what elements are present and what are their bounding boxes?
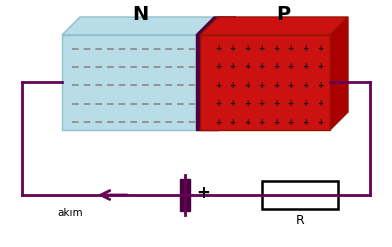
Text: akım: akım xyxy=(57,208,83,218)
Text: +: + xyxy=(259,99,265,108)
Text: +: + xyxy=(317,99,323,108)
Text: +: + xyxy=(273,43,279,53)
Text: +: + xyxy=(215,43,221,53)
Text: +: + xyxy=(302,43,309,53)
Text: +: + xyxy=(259,81,265,89)
Text: +: + xyxy=(273,81,279,89)
Text: +: + xyxy=(288,81,294,89)
Text: +: + xyxy=(259,118,265,126)
Text: +: + xyxy=(302,81,309,89)
Polygon shape xyxy=(62,17,218,35)
Text: R: R xyxy=(296,214,304,227)
Text: +: + xyxy=(259,43,265,53)
Text: +: + xyxy=(317,81,323,89)
Text: +: + xyxy=(215,81,221,89)
Text: +: + xyxy=(229,99,236,108)
Text: +: + xyxy=(273,118,279,126)
Polygon shape xyxy=(180,179,190,211)
Text: +: + xyxy=(317,118,323,126)
Text: +: + xyxy=(229,43,236,53)
Text: +: + xyxy=(302,118,309,126)
Text: +: + xyxy=(244,99,250,108)
Text: +: + xyxy=(317,62,323,71)
Text: P: P xyxy=(276,4,290,23)
Text: +: + xyxy=(244,81,250,89)
Polygon shape xyxy=(200,35,330,130)
Text: +: + xyxy=(229,81,236,89)
Polygon shape xyxy=(200,17,348,35)
Text: +: + xyxy=(288,99,294,108)
Text: +: + xyxy=(288,43,294,53)
Text: +: + xyxy=(215,118,221,126)
Text: +: + xyxy=(302,62,309,71)
Polygon shape xyxy=(196,35,218,130)
Text: N: N xyxy=(132,4,148,23)
Polygon shape xyxy=(196,17,236,35)
Text: +: + xyxy=(244,62,250,71)
Text: +: + xyxy=(288,118,294,126)
Text: +: + xyxy=(196,184,210,202)
Text: +: + xyxy=(229,62,236,71)
Text: +: + xyxy=(215,62,221,71)
Text: +: + xyxy=(215,99,221,108)
Text: +: + xyxy=(273,99,279,108)
Text: +: + xyxy=(288,62,294,71)
Polygon shape xyxy=(330,17,348,130)
Text: +: + xyxy=(302,99,309,108)
Text: +: + xyxy=(229,118,236,126)
Text: +: + xyxy=(317,43,323,53)
Text: +: + xyxy=(244,118,250,126)
Polygon shape xyxy=(262,181,338,209)
Text: +: + xyxy=(273,62,279,71)
Text: +: + xyxy=(244,43,250,53)
Polygon shape xyxy=(62,35,200,130)
Text: +: + xyxy=(259,62,265,71)
